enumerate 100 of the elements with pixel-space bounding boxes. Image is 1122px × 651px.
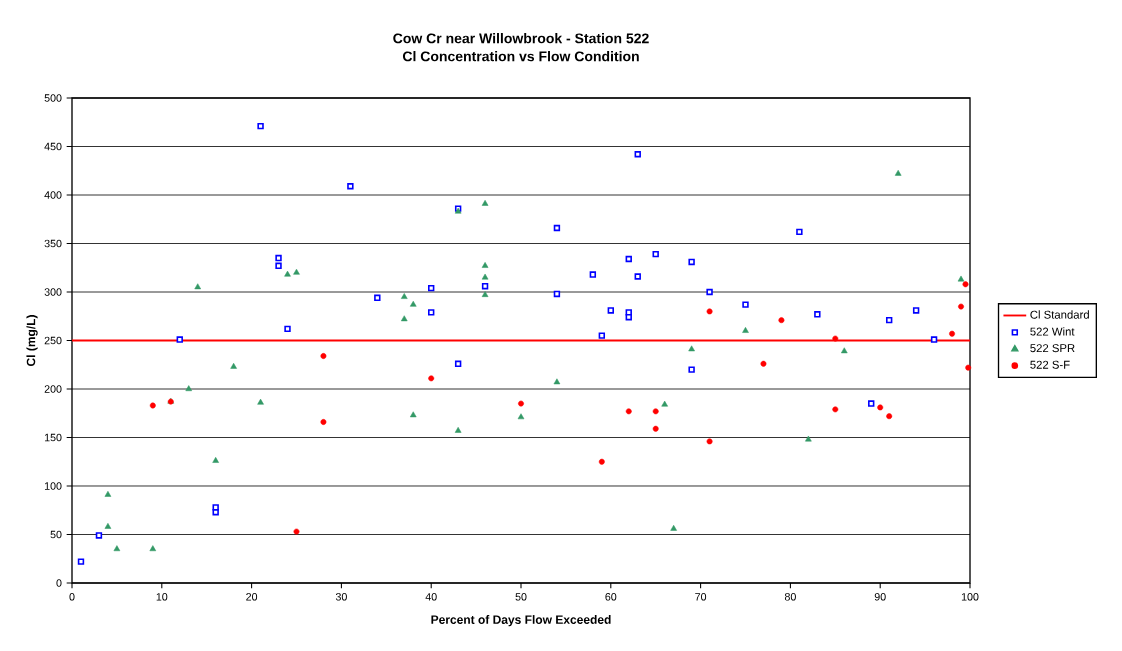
legend-label: 522 SPR [1030,344,1075,353]
point [230,362,237,369]
y-tick-label: 150 [44,433,62,442]
point [805,435,812,442]
point [428,309,435,316]
point [625,314,632,321]
point [481,200,489,206]
x-tick-label: 60 [605,593,617,601]
x-axis-title: Percent of Days Flow Exceeded [431,615,611,627]
point [607,307,614,314]
point [176,336,183,343]
point [965,364,972,371]
y-tick-label: 300 [44,288,62,296]
point [625,408,632,415]
point [400,315,408,322]
point [212,504,219,511]
y-tick-label: 200 [44,385,62,393]
point [912,307,920,314]
point [275,262,282,270]
point [320,419,327,425]
point [778,317,785,324]
point [688,366,695,373]
point [374,294,381,302]
point [481,262,489,268]
point [284,270,291,277]
point [832,406,839,413]
legend-label: Cl Standard [1030,310,1089,319]
point [104,523,112,529]
point [517,413,525,420]
point [553,378,561,385]
point [958,303,964,310]
point [113,545,121,552]
point [409,300,417,307]
y-tick-label: 50 [50,530,62,539]
point [428,284,435,292]
point [77,558,85,565]
point [589,271,597,278]
point [796,228,803,236]
x-tick-label: 10 [156,593,168,601]
point [598,332,606,339]
point [185,385,193,392]
point [760,360,767,367]
point [625,255,632,263]
x-tick-label: 30 [335,593,347,601]
point [598,458,605,465]
y-tick-label: 250 [44,336,62,345]
x-tick-label: 50 [515,593,527,601]
point [634,151,641,158]
point [885,316,893,324]
x-tick-label: 90 [874,593,886,601]
point [400,293,408,299]
legend-label: 522 Wint [1030,327,1075,336]
point [212,457,219,463]
point [104,490,112,497]
point [634,273,641,280]
point [652,425,659,432]
point [688,258,695,266]
x-tick-label: 80 [784,593,796,601]
point [949,330,955,337]
point [832,335,839,342]
point [149,545,157,552]
point [894,169,902,176]
point [194,283,201,290]
y-tick-label: 500 [44,94,62,102]
point [454,360,462,367]
x-tick-label: 70 [695,593,707,601]
point [481,282,489,290]
point [293,268,300,275]
point [688,345,695,352]
point [742,301,749,308]
point [957,275,965,282]
point [284,325,291,333]
point [257,122,264,130]
point [481,291,489,297]
point [886,413,893,420]
point [706,308,713,315]
point [553,290,561,298]
x-tick-label: 0 [69,593,75,601]
point [347,183,354,190]
chart-title: Cow Cr near Willowbrook - Station 522 Cl Concentration vs Flow Condition [393,33,649,62]
point [742,327,749,333]
point [706,438,713,445]
x-tick-label: 100 [961,593,979,601]
point [661,400,668,407]
point [481,273,489,280]
point [320,353,327,359]
point [814,311,821,318]
point [868,400,875,407]
point [553,224,561,232]
y-tick-label: 0 [56,579,62,587]
y-tick-label: 350 [44,239,62,248]
point [149,402,156,409]
point [428,375,435,382]
point [670,524,677,531]
point [293,528,300,535]
point [652,408,659,415]
x-tick-label: 20 [246,593,258,601]
x-tick-label: 40 [425,593,437,601]
point [454,426,462,433]
point [706,288,713,296]
